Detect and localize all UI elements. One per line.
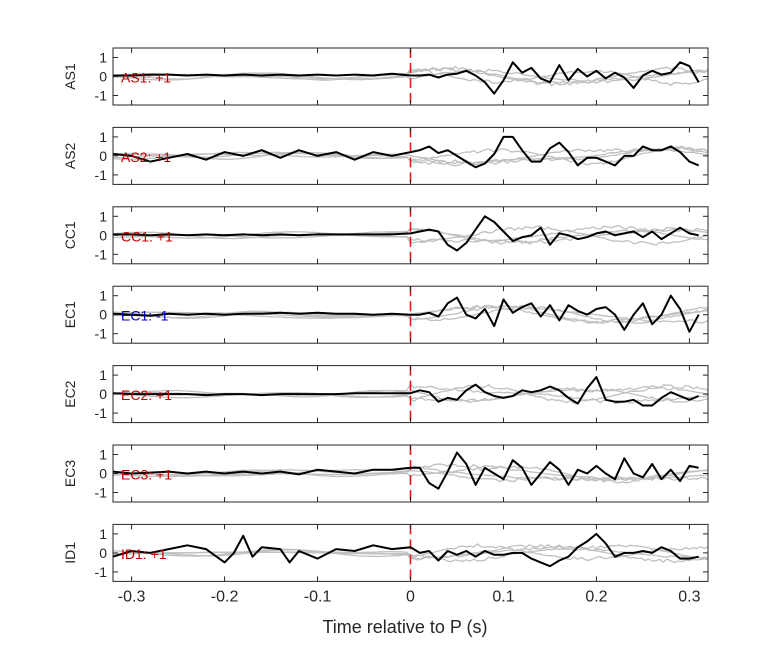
panel-annotation: EC2: +1 [121, 387, 172, 403]
y-tick-label: 1 [99, 50, 107, 66]
y-tick-label: 0 [99, 307, 107, 323]
trace-line [113, 451, 699, 490]
panel-cc1: CC1: +1 -1 0 1 CC1 [62, 206, 709, 265]
x-tick-label: -0.2 [211, 588, 239, 605]
trace-line [113, 294, 700, 333]
x-tick-label: -0.3 [118, 588, 146, 605]
y-tick-label: 0 [99, 227, 107, 243]
panel-ec1: EC1: -1 -1 0 1 EC1 [62, 285, 709, 344]
y-tick-label: 1 [99, 129, 107, 145]
panel-id1: ID1: +1 -1 0 1 ID1 -0.3 -0.2 -0.1 0 0.1 0.2 0.3 [62, 523, 709, 605]
y-tick-label: -1 [95, 405, 108, 421]
y-tick-label: 0 [99, 69, 107, 85]
panel-as2: AS2: +1 -1 0 1 AS2 [62, 126, 709, 185]
panel-annotation: ID1: +1 [121, 546, 167, 562]
panel-ec2: EC2: +1 -1 0 1 EC2 [62, 365, 709, 424]
panel-annotation: EC3: +1 [121, 467, 172, 483]
y-tick-label: 0 [99, 386, 107, 402]
panel-ylabel: AS2 [62, 142, 78, 169]
y-tick-label: -1 [95, 246, 108, 262]
y-tick-label: 1 [99, 208, 107, 224]
panel-annotation: EC1: -1 [121, 308, 169, 324]
y-tick-label: 0 [99, 148, 107, 164]
y-tick-label: -1 [95, 485, 108, 501]
y-tick-label: 1 [99, 447, 107, 463]
panel-ec3: EC3: +1 -1 0 1 EC3 [62, 444, 709, 503]
trace-line [113, 135, 700, 169]
panel-as1: AS1: +1 -1 0 1 AS1 [62, 47, 709, 106]
y-tick-label: -1 [95, 88, 108, 104]
panel-ylabel: EC2 [62, 380, 78, 407]
y-tick-label: 1 [99, 367, 107, 383]
panel-annotation: CC1: +1 [121, 228, 173, 244]
x-axis-label: Time relative to P (s) [322, 617, 487, 637]
y-tick-label: 1 [99, 526, 107, 542]
trace-line [113, 215, 699, 252]
panel-ylabel: CC1 [62, 221, 78, 249]
y-tick-label: 0 [99, 545, 107, 561]
x-tick-label: 0.2 [585, 588, 607, 605]
trace-line [113, 376, 700, 407]
panel-annotation: AS2: +1 [121, 149, 171, 165]
trace-line [113, 532, 699, 568]
trace-line [113, 61, 700, 95]
y-tick-label: -1 [95, 326, 108, 342]
y-tick-label: 0 [99, 466, 107, 482]
x-tick-label: -0.1 [304, 588, 332, 605]
panel-ylabel: EC1 [62, 301, 78, 328]
y-tick-label: -1 [95, 167, 108, 183]
x-tick-label: 0 [406, 588, 415, 605]
x-tick-label: 0.3 [678, 588, 700, 605]
x-tick-label: 0.1 [492, 588, 514, 605]
panel-ylabel: AS1 [62, 63, 78, 90]
y-tick-label: 1 [99, 288, 107, 304]
panel-ylabel: EC3 [62, 460, 78, 487]
y-tick-label: -1 [95, 564, 108, 580]
panel-ylabel: ID1 [62, 542, 78, 564]
panel-annotation: AS1: +1 [121, 70, 171, 86]
